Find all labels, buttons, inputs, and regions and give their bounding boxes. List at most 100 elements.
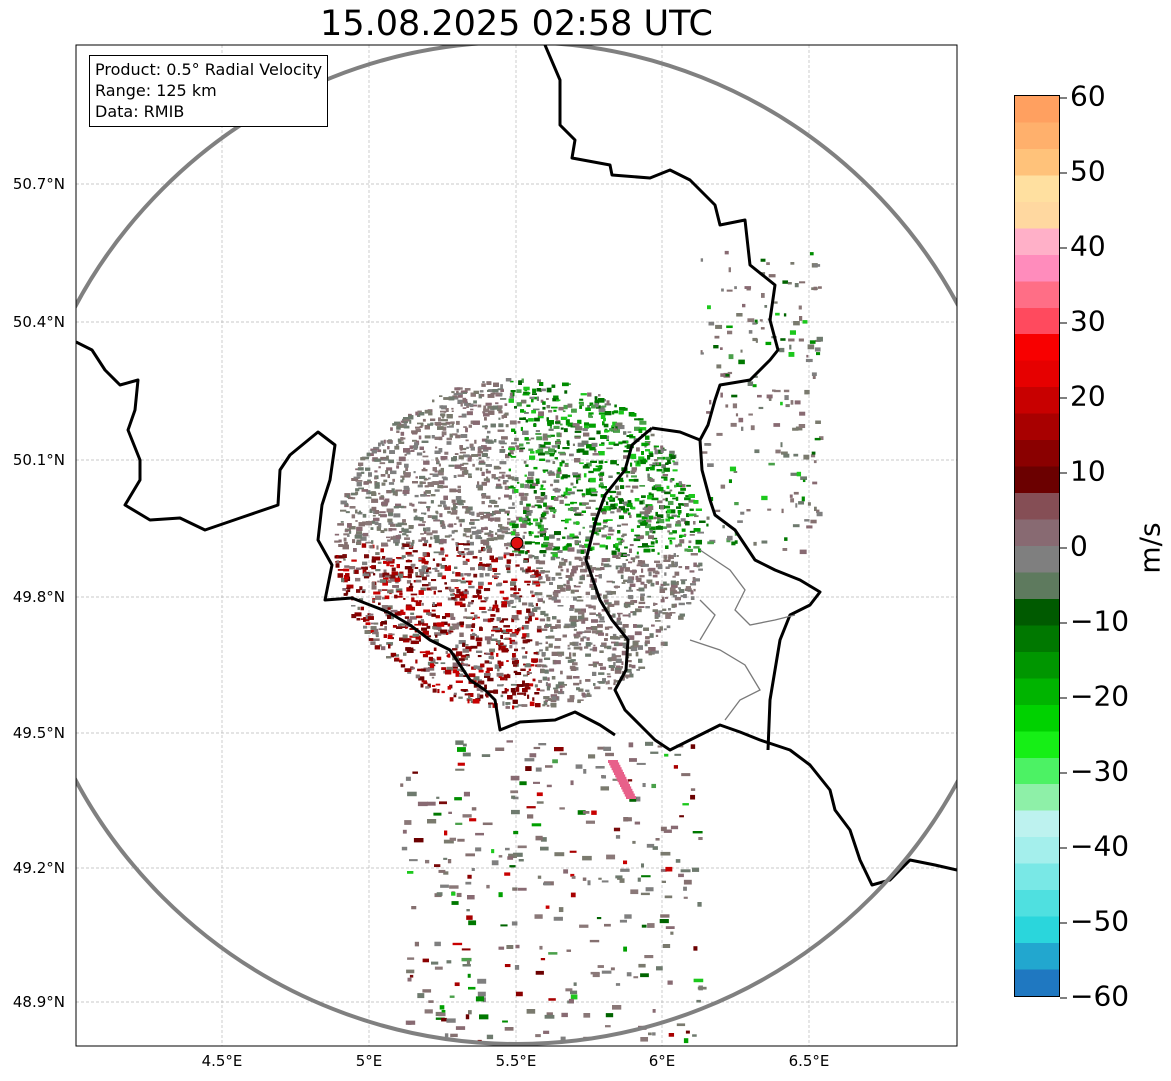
echo-cell [497,668,500,672]
echo-cell [451,499,456,503]
echo-cell [451,538,455,541]
echo-cell [456,622,461,625]
echo-cell [626,653,632,657]
echo-cell [351,514,356,519]
echo-cell [589,487,596,490]
echo-cell [370,626,377,630]
echo-cell [365,566,368,570]
echo-cell [430,663,434,668]
echo-cell [408,415,414,420]
echo-cell [597,624,603,628]
echo-cell [480,516,484,520]
echo-cell [404,638,412,641]
echo-cell [473,390,479,394]
echo-cell [381,444,385,446]
echo-cell [437,485,443,489]
echo-cell [665,462,669,465]
echo-cell [373,517,380,521]
echo-cell [462,399,467,403]
echo-cell [334,533,340,536]
echo-cell [688,545,691,549]
echo-cell [448,396,455,401]
echo-cell [520,517,523,522]
echo-cell [550,483,553,487]
echo-cell [510,390,516,393]
echo-cell [641,597,645,601]
echo-cell [586,637,590,641]
echo-cell [422,552,427,557]
echo-cell [551,651,559,657]
echo-cell [476,484,483,489]
echo-cell [569,454,572,456]
echo-cell [508,398,514,403]
echo-cell [519,595,523,598]
echo-cell [631,467,638,471]
echo-cell [358,598,364,602]
echo-cell [536,436,543,441]
echo-cell [470,404,477,407]
echo-cell [532,659,537,663]
echo-cell [393,506,399,509]
echo-cell [514,406,517,409]
echo-cell [467,457,472,462]
echo-cell [433,551,441,554]
echo-cell [616,463,620,466]
echo-cell [643,548,651,553]
echo-cell [364,630,371,634]
echo-cell [424,539,429,544]
echo-cell [396,430,400,434]
echo-cell [595,630,603,635]
echo-cell [391,488,395,493]
echo-cell [439,520,444,525]
echo-cell [686,484,691,487]
echo-cell [453,393,460,396]
echo-cell [522,521,529,524]
echo-cell [406,534,409,537]
echo-cell [506,570,511,574]
echo-cell [409,545,413,548]
echo-cell [396,557,402,559]
echo-cell [546,417,549,422]
echo-cell [554,638,562,641]
echo-cell [483,588,491,592]
echo-cell [578,540,581,543]
echo-cell [650,582,655,587]
echo-cell [379,462,386,465]
echo-cell [444,506,451,510]
echo-cell [434,567,438,570]
echo-cell [491,629,497,632]
echo-cell [421,512,427,515]
echo-cell [396,426,401,430]
echo-cell [393,535,398,540]
echo-cell [491,500,498,504]
echo-cell [525,639,533,642]
echo-cell [368,638,374,641]
echo-cell [497,684,504,687]
echo-cell [546,594,552,598]
echo-cell [606,447,613,450]
echo-cell [678,510,681,515]
echo-cell [664,572,667,576]
echo-cell [580,393,587,396]
echo-cell [432,602,435,606]
echo-cell [466,654,470,658]
echo-cell [392,625,397,628]
echo-cell [446,666,454,671]
echo-cell [679,539,685,544]
echo-cell [585,591,590,596]
echo-cell [552,397,559,402]
echo-cell [410,647,414,651]
echo-cell [510,452,514,455]
echo-cell [542,469,549,472]
echo-cell [342,588,347,591]
echo-cell [415,572,419,576]
echo-cell [520,496,528,501]
echo-cell [547,698,552,701]
echo-cell [541,652,546,656]
echo-cell [405,647,412,651]
echo-cell [347,534,350,537]
echo-cell [373,573,376,576]
echo-cell [383,569,387,573]
echo-cell [635,575,639,580]
echo-cell [665,456,671,460]
